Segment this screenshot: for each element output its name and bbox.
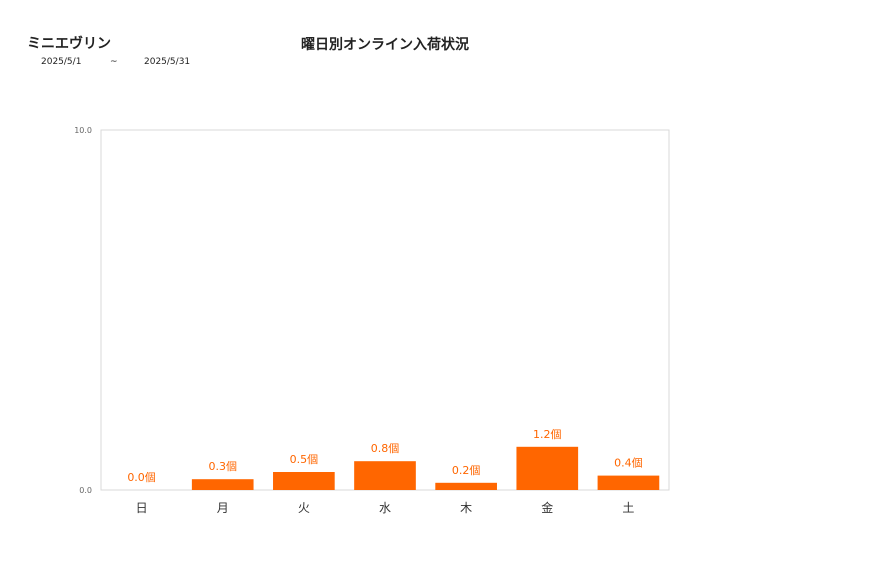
data-label: 0.4個	[614, 457, 643, 470]
date-from: 2025/5/1	[41, 57, 82, 67]
bar	[516, 446, 579, 490]
x-tick-label: 水	[379, 501, 391, 515]
y-tick-label: 10.0	[74, 126, 92, 135]
y-tick-label: 0.0	[79, 486, 92, 495]
x-axis-labels: 日月火水木金土	[136, 500, 635, 515]
chart-title: 曜日別オンライン入荷状況	[301, 37, 469, 53]
data-label: 0.3個	[208, 460, 237, 473]
bar	[273, 472, 335, 490]
bar	[354, 461, 416, 490]
data-labels: 0.0個 0.3個 0.5個 0.8個 0.2個 1.2個 0.4個	[127, 428, 642, 484]
x-tick-label: 日	[136, 501, 148, 515]
date-separator: ~	[110, 57, 118, 67]
data-label: 0.2個	[452, 464, 481, 477]
x-tick-label: 火	[298, 501, 310, 515]
data-label: 0.0個	[127, 471, 156, 484]
date-to: 2025/5/31	[144, 57, 191, 67]
bar	[191, 479, 254, 490]
x-tick-label: 金	[541, 500, 553, 515]
data-label: 0.8個	[371, 442, 400, 455]
x-tick-label: 月	[217, 501, 229, 515]
data-label: 1.2個	[533, 428, 562, 441]
product-name: ミニエヴリン	[27, 36, 111, 52]
bar	[435, 482, 497, 490]
x-tick-label: 木	[460, 501, 472, 515]
bars	[191, 446, 660, 490]
x-tick-label: 土	[622, 501, 634, 515]
y-axis-ticks: 0.0 10.0	[74, 126, 92, 495]
plot-frame	[100, 129, 670, 491]
bar	[597, 475, 660, 490]
data-label: 0.5個	[290, 453, 319, 466]
